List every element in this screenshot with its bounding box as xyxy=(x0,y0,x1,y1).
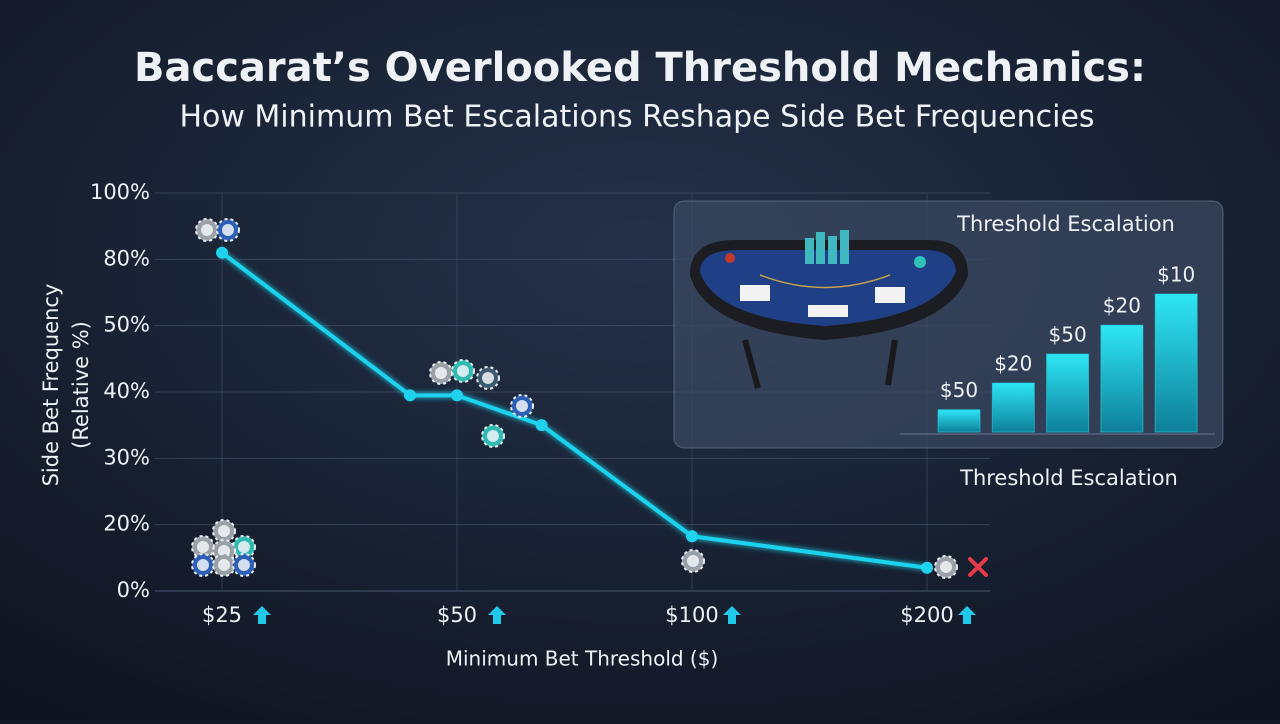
line-chart: 100% 80% 50% 40% 30% 20% 0% $25 $50 $100 $200 Minim… xyxy=(39,180,990,671)
chip-center xyxy=(435,367,447,379)
up-arrow-icon xyxy=(488,606,506,624)
bar xyxy=(991,382,1035,433)
x-tick-label: $200 xyxy=(900,603,953,627)
y-tick-label: 30% xyxy=(103,445,150,469)
bar xyxy=(1154,293,1198,433)
y-axis-label: (Relative %) xyxy=(69,321,93,449)
chip-center xyxy=(238,541,250,553)
point xyxy=(535,419,548,432)
chip-center xyxy=(197,559,209,571)
chip-center xyxy=(238,559,250,571)
bar-label: $20 xyxy=(1103,294,1141,318)
title: Baccarat’s Overlooked Threshold Mechanic… xyxy=(134,45,1146,91)
chip-center xyxy=(457,365,469,377)
subtitle: How Minimum Bet Escalations Reshape Side… xyxy=(179,100,1094,135)
inset-x-label: Threshold Escalation xyxy=(959,466,1178,490)
bar xyxy=(1046,353,1090,433)
chip-center xyxy=(197,541,209,553)
x-tick-label: $25 xyxy=(202,603,242,627)
line xyxy=(220,251,928,570)
chip-center xyxy=(516,400,528,412)
bar-chart: Threshold Escalation Threshold Escalation… xyxy=(937,212,1198,490)
bar-label: $20 xyxy=(994,352,1032,376)
chip-center xyxy=(218,525,230,537)
bar-label: $50 xyxy=(1049,323,1087,347)
table-illustration xyxy=(690,230,968,389)
point xyxy=(216,246,228,259)
bar xyxy=(1100,324,1144,433)
chip-center xyxy=(201,224,213,236)
y-tick-label: 100% xyxy=(90,180,150,204)
y-axis-label: Side Bet Frequency xyxy=(39,284,63,487)
y-tick-label: 40% xyxy=(103,379,150,403)
chip-center xyxy=(687,555,699,567)
x-tick-label: $50 xyxy=(437,603,477,627)
x-axis-label: Minimum Bet Threshold ($) xyxy=(446,647,719,671)
y-tick-label: 0% xyxy=(117,578,150,602)
up-arrow-icon xyxy=(723,606,741,624)
up-arrow-icon xyxy=(958,606,976,624)
y-tick-label: 20% xyxy=(103,512,150,536)
point xyxy=(404,389,416,402)
y-tick-label: 50% xyxy=(103,313,150,337)
bar-label: $10 xyxy=(1157,263,1195,287)
chip-center xyxy=(222,224,234,236)
chips xyxy=(191,218,988,579)
up-arrow-icon xyxy=(253,606,271,624)
chip-center xyxy=(487,430,499,442)
point xyxy=(451,389,463,402)
point xyxy=(921,561,933,574)
point xyxy=(686,530,698,543)
chip-center xyxy=(482,372,494,384)
bar-label: $50 xyxy=(940,378,978,402)
inset-title: Threshold Escalation xyxy=(956,212,1175,236)
bar xyxy=(937,409,981,433)
x-tick-label: $100 xyxy=(665,603,718,627)
x-icon xyxy=(968,557,988,577)
chip-center xyxy=(940,561,952,573)
y-tick-label: 80% xyxy=(103,246,150,270)
chip-center xyxy=(218,559,230,571)
